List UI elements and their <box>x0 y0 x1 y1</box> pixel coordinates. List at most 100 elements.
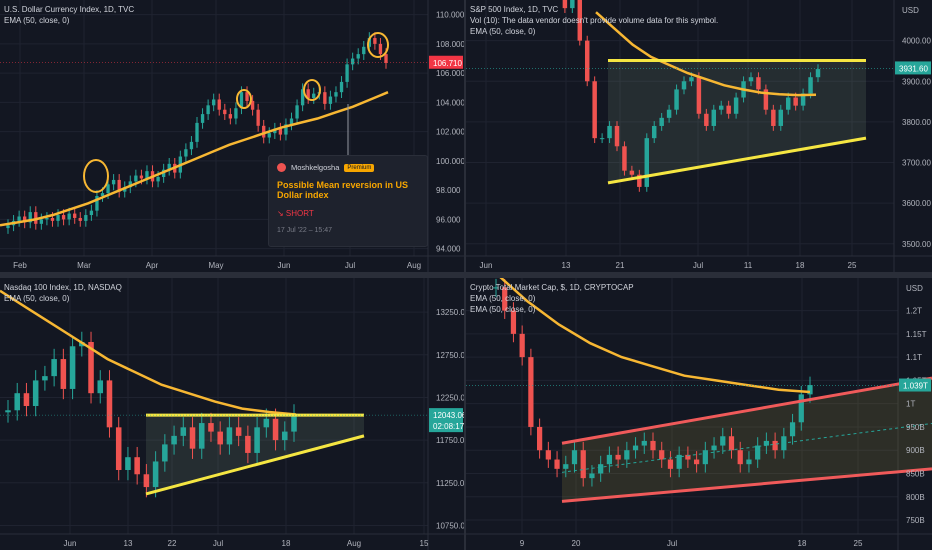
y-tick-label: 1.1T <box>906 353 922 362</box>
y-tick-label: 1T <box>906 400 915 409</box>
legend-indicator-2: EMA (50, close, 0) <box>470 305 536 314</box>
last-price-tag <box>895 61 931 75</box>
candle-body <box>704 113 709 126</box>
chart-pane-crypto[interactable]: 750B800B850B900B950B1T1.05T1.1T1.15T1.2T… <box>466 278 932 550</box>
candle-body <box>28 212 32 223</box>
candle-body <box>793 97 798 106</box>
candle-body <box>362 46 366 55</box>
x-tick-label: 11 <box>744 261 753 270</box>
y-tick-label: 108.000 <box>436 40 464 49</box>
x-tick-label: Aug <box>407 261 421 270</box>
ema-line <box>595 11 817 97</box>
candle-body <box>384 54 388 63</box>
legend-title: U.S. Dollar Currency Index, 1D, TVC <box>4 5 135 14</box>
candle-body <box>737 450 743 465</box>
candle-body <box>291 414 297 432</box>
candle-body <box>711 109 717 126</box>
x-tick-label: 20 <box>572 539 581 548</box>
candle-body <box>536 426 543 451</box>
y-tick-label: 10750.00 <box>436 521 464 530</box>
chart-pane-ndx[interactable]: 10750.00 11250.00 11750.00 12250.00 12750.00… <box>0 278 464 550</box>
x-tick-label: Jul <box>213 539 223 548</box>
x-tick-label: Jul <box>345 261 355 270</box>
chart-canvas-spx[interactable]: 3500.00 3600.00 3700.00 3800.00 3900.00 4000.… <box>466 0 932 272</box>
candle-body <box>651 125 657 139</box>
candle-body <box>689 77 694 82</box>
candle-body <box>554 459 560 469</box>
candle-body <box>208 423 214 432</box>
legend-dxy: U.S. Dollar Currency Index, 1D, TVC EMA … <box>4 4 134 26</box>
idea-author[interactable]: Moshkelgosha <box>291 163 340 172</box>
idea-card[interactable]: Moshkelgosha Premium Possible Mean rever… <box>268 155 428 247</box>
chart-pane-dxy[interactable]: 94.000 96.000 98.000 100.000 102.000 104.000 1… <box>0 0 464 272</box>
candle-body <box>622 146 627 171</box>
candle-body <box>763 440 770 446</box>
idea-author-row: Moshkelgosha Premium <box>277 163 419 172</box>
candle-body <box>117 179 121 192</box>
candle-body <box>637 174 642 187</box>
y-tick-label: 106.000 <box>436 69 464 78</box>
candle-body <box>808 77 813 94</box>
triangle-fill <box>608 60 866 183</box>
candle-body <box>284 124 288 135</box>
x-tick-label: 25 <box>854 539 863 548</box>
y-tick-label: 102.000 <box>436 128 464 137</box>
idea-signal: ↘ SHORT <box>277 209 314 218</box>
candle-body <box>629 170 635 175</box>
x-tick-label: 18 <box>796 261 805 270</box>
legend-ndx: Nasdaq 100 Index, 1D, NASDAQ EMA (50, cl… <box>4 282 122 304</box>
candle-body <box>295 105 299 119</box>
countdown-label: 02:08:17 <box>433 422 464 431</box>
candle-body <box>545 450 551 460</box>
legend-title: Crypto Total Market Cap, $, 1D, CRYPTOCA… <box>470 283 634 292</box>
candle-body <box>78 217 82 221</box>
candle-body <box>162 444 168 462</box>
last-price-tag <box>429 408 463 433</box>
annotation-circle <box>367 32 389 58</box>
candle-body <box>228 114 233 119</box>
candle-body <box>577 0 583 41</box>
last-price-label: 106.710 <box>433 59 462 68</box>
x-tick-label: 18 <box>282 539 291 548</box>
candle-body <box>23 393 30 406</box>
candle-body <box>748 77 754 82</box>
candle-body <box>798 394 804 423</box>
candle-body <box>278 128 283 135</box>
candle-body <box>256 109 260 126</box>
channel-lower-line <box>561 467 932 503</box>
candle-body <box>143 474 150 488</box>
premium-badge: Premium <box>344 163 375 172</box>
candle-body <box>339 81 344 93</box>
y-tick-label: 4000.00 <box>902 37 931 46</box>
candle-body <box>755 445 761 460</box>
annotation-circle <box>303 79 321 101</box>
candle-body <box>234 108 238 119</box>
candle-body <box>32 380 39 406</box>
y-tick-label: 11750.00 <box>436 436 464 445</box>
candle-body <box>89 210 94 216</box>
chart-pane-spx[interactable]: 3500.00 3600.00 3700.00 3800.00 3900.00 4000.… <box>466 0 932 272</box>
candle-body <box>212 99 216 106</box>
y-axis-unit: USD <box>906 284 923 293</box>
channel-fill <box>562 378 932 502</box>
candle-body <box>641 440 647 446</box>
candle-body <box>720 436 726 446</box>
x-tick-label: 15 <box>420 539 429 548</box>
candle-body <box>726 105 731 114</box>
candle-body <box>245 435 251 453</box>
candle-body <box>615 454 621 460</box>
candle-body <box>51 359 57 377</box>
candle-body <box>34 212 38 224</box>
idea-title[interactable]: Possible Mean reversion in US Dollar ind… <box>277 180 409 200</box>
candle-body <box>250 100 255 110</box>
y-tick-label: 800B <box>906 493 925 502</box>
chart-canvas-ndx[interactable]: 10750.00 11250.00 11750.00 12250.00 12750.00… <box>0 278 464 550</box>
chart-canvas-crypto[interactable]: 750B800B850B900B950B1T1.05T1.1T1.15T1.2T… <box>466 278 932 550</box>
y-tick-label: 13250.00 <box>436 308 464 317</box>
last-price-label: 12043.06 <box>433 411 464 420</box>
x-tick-label: Aug <box>347 539 361 548</box>
candle-body <box>718 105 724 110</box>
candle-body <box>111 179 116 185</box>
candle-body <box>5 410 11 413</box>
y-tick-label: 950B <box>906 423 925 432</box>
